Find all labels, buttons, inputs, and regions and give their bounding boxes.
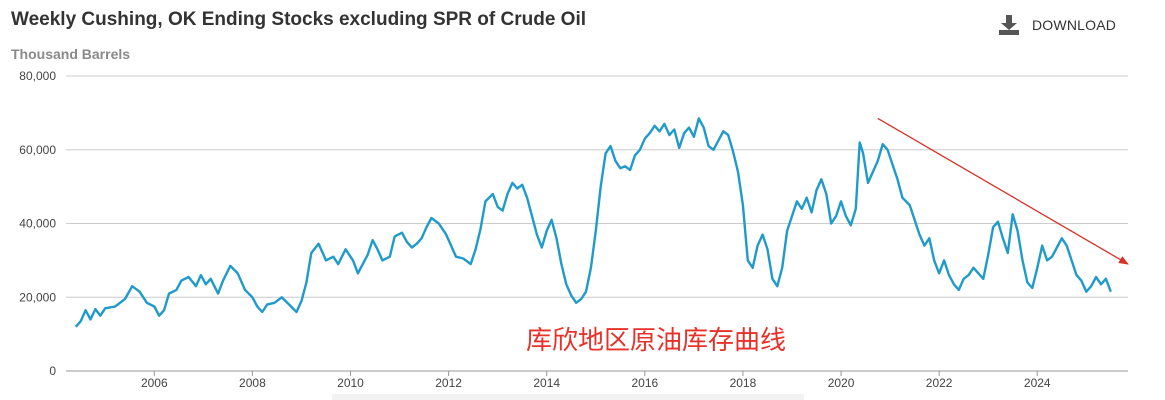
- x-tick-label: 2018: [730, 376, 757, 390]
- y-tick-label: 0: [49, 364, 56, 378]
- annotation-label: 库欣地区原油库存曲线: [526, 326, 786, 356]
- x-tick-label: 2006: [141, 376, 168, 390]
- y-tick-label: 40,000: [19, 217, 56, 231]
- download-button[interactable]: DOWNLOAD: [998, 14, 1116, 36]
- series-line-cushing-stocks: [74, 117, 1112, 328]
- x-tick-label: 2014: [533, 376, 560, 390]
- x-tick-label: 2008: [239, 376, 266, 390]
- x-tick-label: 2012: [435, 376, 462, 390]
- y-tick-label: 80,000: [19, 69, 56, 83]
- scrollbar[interactable]: [332, 394, 804, 400]
- x-tick-label: 2016: [631, 376, 658, 390]
- y-tick-label: 20,000: [19, 290, 56, 304]
- x-tick-label: 2024: [1024, 376, 1051, 390]
- trend-arrow: [877, 117, 1129, 265]
- y-axis-ticks: 0 20,000 40,000 60,000 80,000: [19, 69, 56, 378]
- download-label: DOWNLOAD: [1032, 17, 1117, 33]
- chart-title: Weekly Cushing, OK Ending Stocks excludi…: [11, 9, 587, 30]
- x-tick-label: 2010: [337, 376, 364, 390]
- x-axis-ticks: 2006 2008 2010 2012 2014 2016 2018 2020 2022 2024: [141, 371, 1051, 390]
- chart-subtitle: Thousand Barrels: [11, 46, 131, 62]
- x-tick-label: 2022: [926, 376, 953, 390]
- y-tick-label: 60,000: [19, 143, 56, 157]
- grid-lines: [66, 75, 1128, 298]
- download-icon: [999, 15, 1019, 35]
- x-tick-label: 2020: [828, 376, 855, 390]
